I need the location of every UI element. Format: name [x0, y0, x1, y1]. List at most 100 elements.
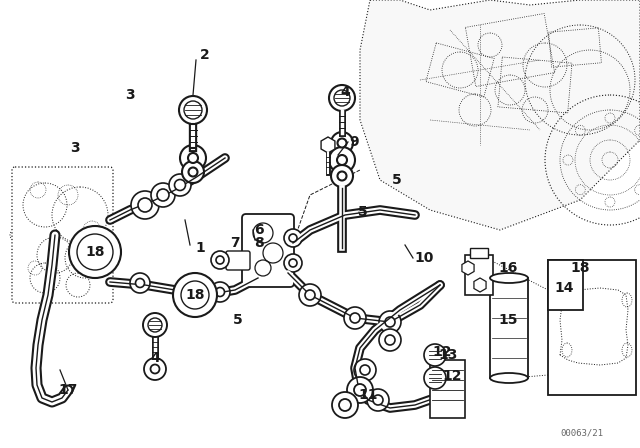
Text: 10: 10: [414, 251, 433, 265]
Bar: [426, 43, 494, 97]
Circle shape: [130, 273, 150, 293]
Circle shape: [332, 392, 358, 418]
Circle shape: [559, 276, 571, 288]
Circle shape: [339, 399, 351, 411]
Circle shape: [284, 254, 302, 272]
Circle shape: [77, 234, 113, 270]
Circle shape: [148, 318, 162, 332]
Bar: [548, 28, 602, 67]
Text: 6: 6: [254, 223, 264, 237]
Bar: [465, 13, 555, 86]
Circle shape: [289, 234, 297, 242]
Circle shape: [10, 230, 20, 240]
Circle shape: [188, 153, 198, 163]
Circle shape: [175, 180, 186, 190]
Circle shape: [379, 329, 401, 351]
Text: 9: 9: [349, 135, 358, 149]
Circle shape: [189, 168, 198, 177]
Text: 13: 13: [438, 348, 458, 362]
Circle shape: [337, 138, 346, 147]
Text: 15: 15: [498, 313, 518, 327]
Circle shape: [347, 377, 373, 403]
Polygon shape: [474, 278, 486, 292]
Circle shape: [350, 313, 360, 323]
Circle shape: [184, 101, 202, 119]
Polygon shape: [462, 261, 474, 275]
Circle shape: [175, 280, 195, 300]
Circle shape: [337, 172, 346, 181]
Circle shape: [367, 389, 389, 411]
Bar: [498, 57, 572, 113]
Circle shape: [385, 335, 395, 345]
Circle shape: [216, 288, 225, 297]
Text: 7: 7: [230, 236, 240, 250]
Circle shape: [144, 358, 166, 380]
Text: 14: 14: [554, 281, 573, 295]
Circle shape: [360, 365, 370, 375]
Circle shape: [90, 177, 100, 187]
Text: 18: 18: [185, 288, 205, 302]
Circle shape: [131, 191, 159, 219]
Polygon shape: [360, 0, 640, 230]
Text: 18: 18: [85, 245, 105, 259]
Text: 18: 18: [570, 261, 589, 275]
Circle shape: [385, 317, 395, 327]
Circle shape: [69, 226, 121, 278]
Circle shape: [305, 290, 315, 300]
Circle shape: [138, 198, 152, 212]
Circle shape: [210, 282, 230, 302]
Circle shape: [211, 251, 229, 269]
Text: 17: 17: [58, 383, 77, 397]
Circle shape: [143, 313, 167, 337]
Text: 00063/21: 00063/21: [561, 428, 604, 438]
Text: 5: 5: [392, 173, 402, 187]
FancyBboxPatch shape: [226, 251, 250, 270]
Circle shape: [216, 256, 224, 264]
Text: 5: 5: [233, 313, 243, 327]
Circle shape: [181, 281, 209, 309]
Ellipse shape: [490, 273, 528, 283]
Bar: [470, 248, 488, 258]
Text: 5: 5: [358, 205, 368, 219]
Bar: [548, 260, 583, 310]
Circle shape: [552, 269, 578, 295]
Circle shape: [169, 174, 191, 196]
Circle shape: [150, 365, 159, 374]
Circle shape: [331, 165, 353, 187]
FancyBboxPatch shape: [242, 214, 294, 287]
Circle shape: [334, 90, 350, 106]
Ellipse shape: [490, 373, 528, 383]
Circle shape: [173, 273, 217, 317]
Circle shape: [20, 175, 30, 185]
Circle shape: [289, 259, 297, 267]
Text: 2: 2: [200, 48, 210, 62]
Text: 4: 4: [150, 351, 160, 365]
Text: 4: 4: [340, 85, 349, 99]
Text: 12: 12: [432, 345, 451, 359]
Text: 1: 1: [195, 241, 205, 255]
FancyBboxPatch shape: [12, 167, 113, 303]
Bar: [465, 255, 493, 295]
Text: 12: 12: [442, 369, 461, 383]
Circle shape: [90, 285, 100, 295]
Circle shape: [20, 283, 30, 293]
Circle shape: [151, 183, 175, 207]
Text: 3: 3: [125, 88, 135, 102]
Bar: [430, 360, 465, 418]
Circle shape: [179, 96, 207, 124]
Circle shape: [424, 367, 446, 389]
Circle shape: [337, 155, 347, 165]
Circle shape: [136, 279, 145, 288]
Circle shape: [182, 161, 204, 183]
Text: 3: 3: [70, 141, 80, 155]
Circle shape: [379, 311, 401, 333]
Circle shape: [424, 344, 446, 366]
Circle shape: [344, 307, 366, 329]
Polygon shape: [321, 137, 335, 153]
Circle shape: [373, 395, 383, 405]
Circle shape: [299, 284, 321, 306]
Circle shape: [331, 132, 353, 154]
Circle shape: [329, 147, 355, 173]
Circle shape: [354, 359, 376, 381]
Circle shape: [329, 85, 355, 111]
